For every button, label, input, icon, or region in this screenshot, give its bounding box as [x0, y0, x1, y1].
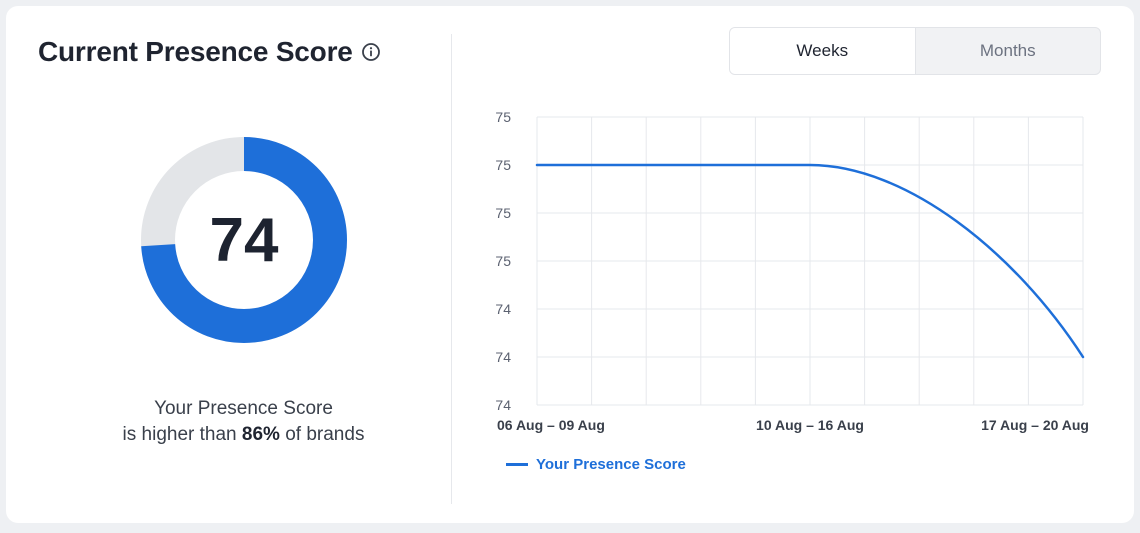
score-value: 74: [209, 205, 279, 275]
title-row: Current Presence Score: [38, 36, 381, 68]
presence-line-chart: 75 75 75 75 74 74 74 06 Aug – 09 Aug 10 Aug – 16…: [495, 109, 1089, 433]
months-tab[interactable]: Months: [979, 41, 1036, 60]
y-tick-label: 75: [495, 205, 511, 221]
donut-chart: [141, 137, 347, 343]
y-tick-label: 74: [495, 397, 511, 413]
x-tick-label: 06 Aug – 09 Aug: [497, 417, 605, 433]
presence-score-card: Current Presence Score 74 Your Presence …: [6, 6, 1134, 523]
donut-fill: [141, 137, 347, 343]
weeks-tab[interactable]: Weeks: [730, 28, 916, 74]
x-tick-label: 10 Aug – 16 Aug: [756, 417, 864, 433]
period-toggle: Weeks Months: [729, 27, 1101, 75]
score-donut: 74: [136, 132, 352, 348]
score-summary-panel: Current Presence Score 74 Your Presence …: [6, 6, 451, 523]
page-title: Current Presence Score: [38, 36, 353, 67]
caption-line2: is higher than 86% of brands: [46, 422, 441, 448]
caption-percent: 86%: [241, 424, 280, 445]
caption-line1: Your Presence Score: [154, 398, 333, 419]
y-tick-label: 75: [495, 157, 511, 173]
caption-prefix: is higher than: [122, 424, 237, 445]
y-tick-label: 74: [495, 301, 511, 317]
caption-suffix: of brands: [285, 424, 365, 445]
info-icon[interactable]: [361, 42, 381, 62]
score-caption: Your Presence Score is higher than 86% o…: [46, 396, 441, 448]
y-tick-label: 74: [495, 349, 511, 365]
legend-line-icon: [506, 463, 528, 466]
chart-legend[interactable]: Your Presence Score: [506, 456, 686, 473]
y-tick-label: 75: [495, 253, 511, 269]
x-tick-label: 17 Aug – 20 Aug: [981, 417, 1089, 433]
y-tick-label: 75: [495, 109, 511, 125]
legend-label: Your Presence Score: [536, 456, 686, 473]
panel-divider: [451, 34, 452, 504]
series-line-your-presence-score: [535, 163, 1085, 359]
